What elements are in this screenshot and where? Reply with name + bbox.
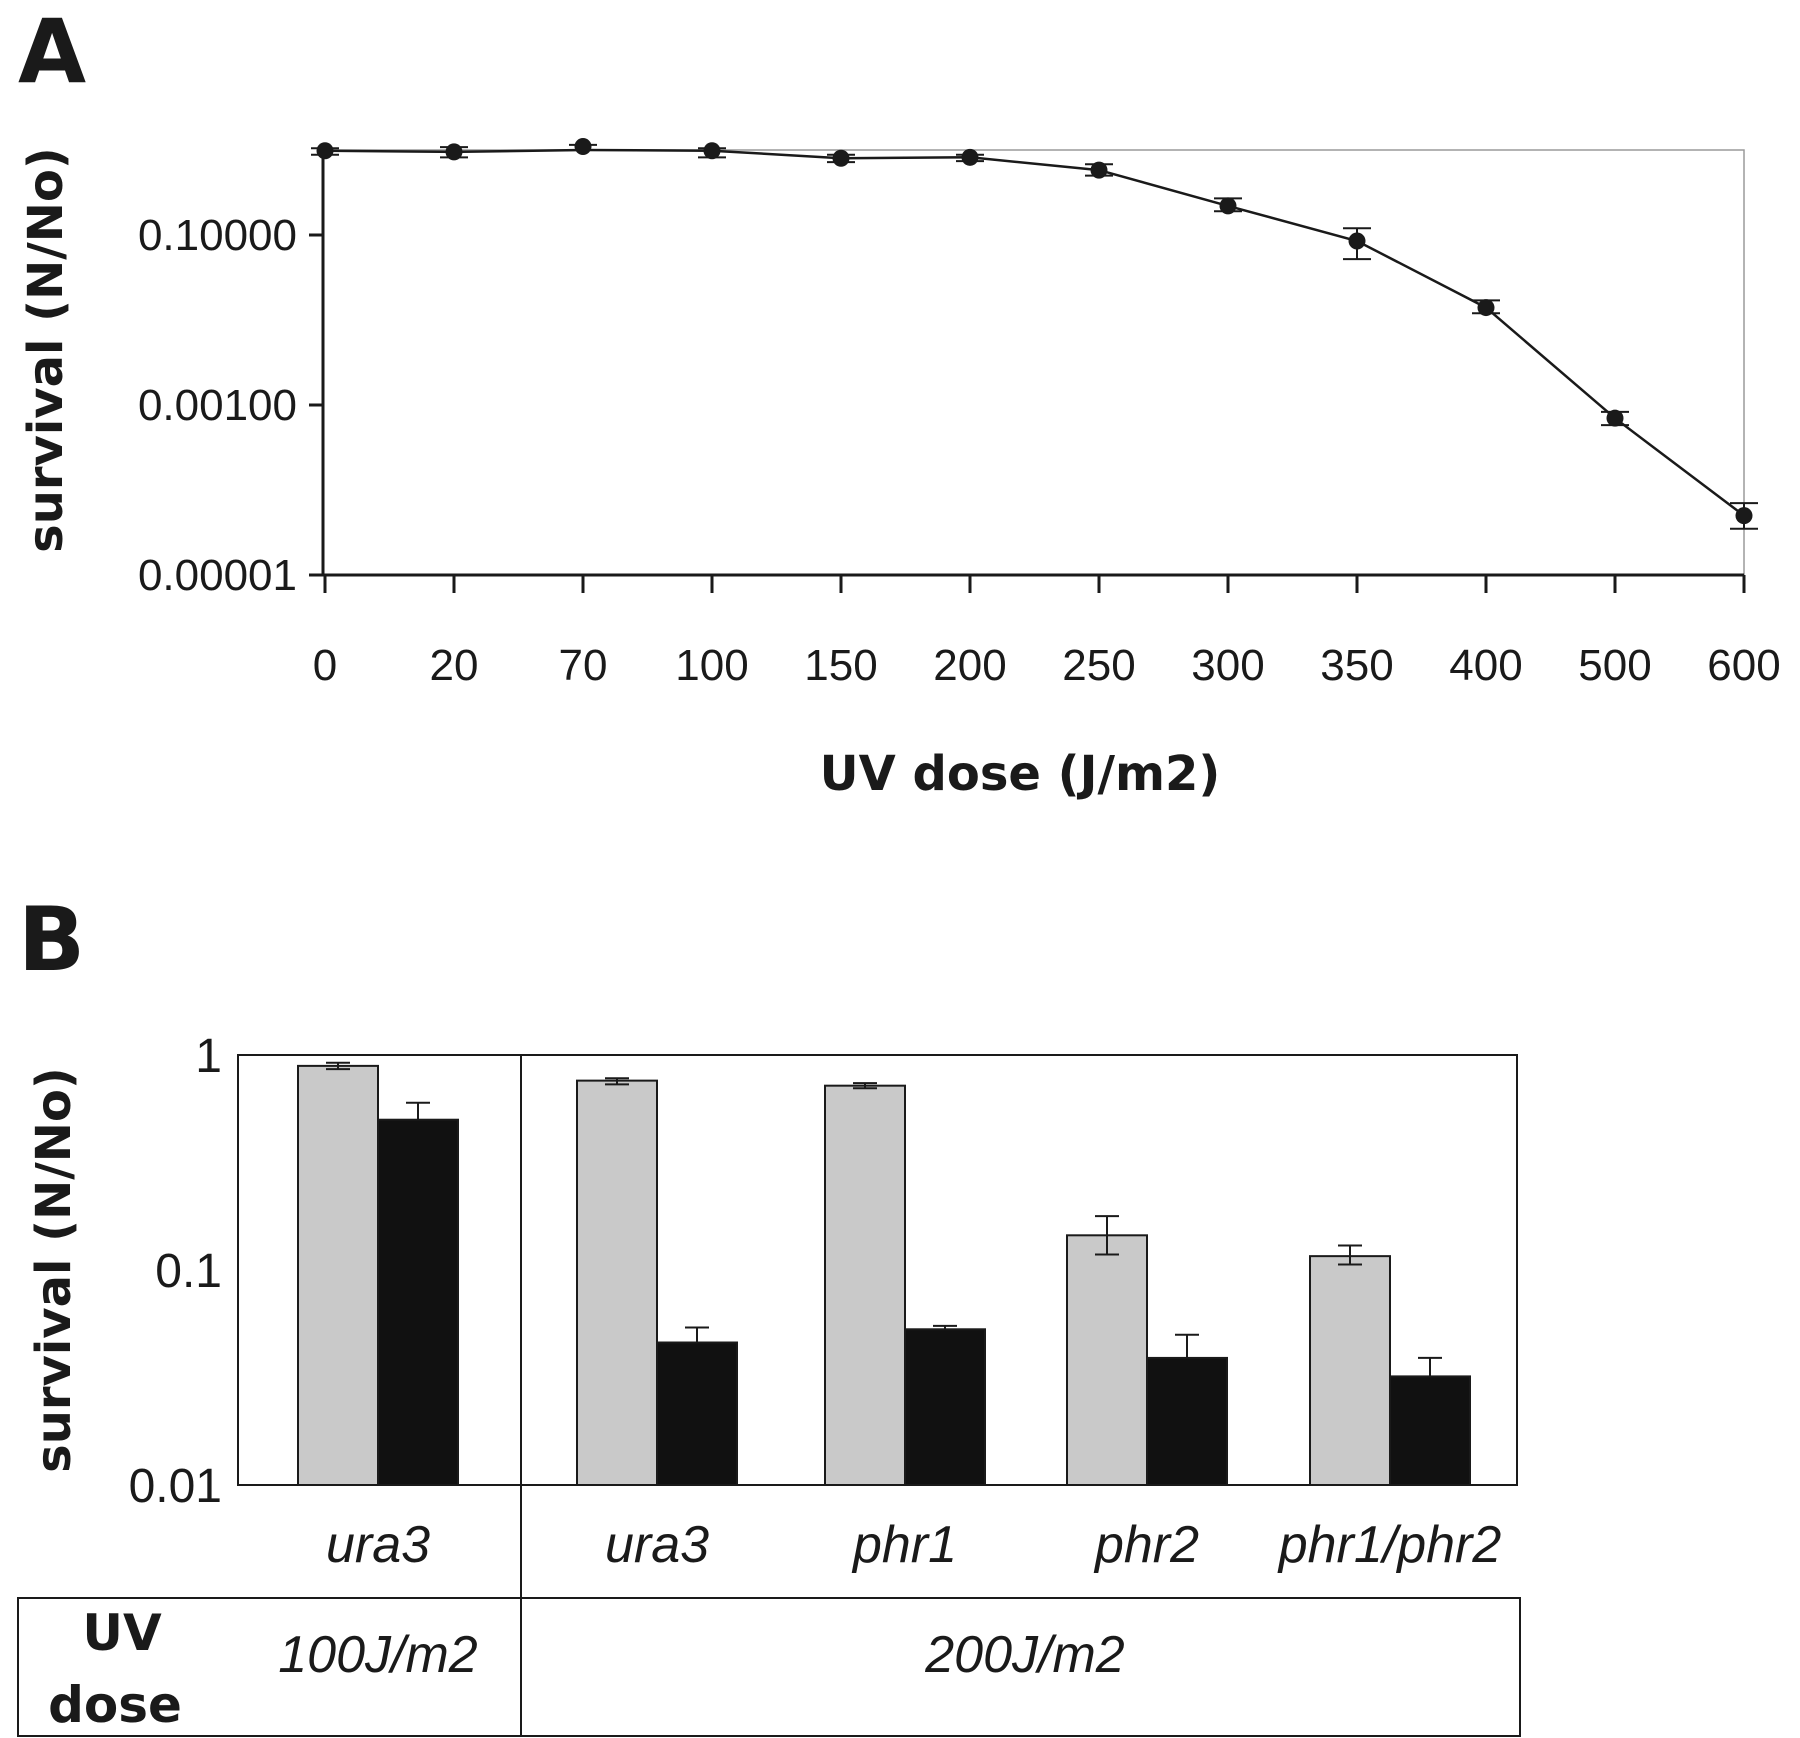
x-tick-label-a: 300: [1191, 641, 1264, 690]
data-point-a: [961, 148, 979, 166]
x-tick-label-a: 350: [1320, 641, 1393, 690]
category-label-b: phr1/phr2: [1277, 1516, 1502, 1574]
x-tick-label-a: 20: [430, 641, 479, 690]
x-tick-label-a: 70: [559, 641, 608, 690]
data-point-a: [1477, 299, 1495, 317]
category-label-b: ura3: [326, 1516, 430, 1574]
y-tick-label-b: 1: [195, 1030, 222, 1083]
panel-a-label: A: [18, 0, 86, 103]
x-tick-label-a: 500: [1578, 641, 1651, 690]
bar-dark: [1389, 1375, 1471, 1486]
x-tick-label-a: 250: [1062, 641, 1135, 690]
data-point-a: [445, 143, 463, 161]
y-tick-label-a: 0.00100: [138, 381, 297, 430]
data-point-a: [574, 137, 592, 155]
bar-dark: [656, 1341, 738, 1487]
data-point-a: [316, 142, 334, 160]
x-tick-label-a: 600: [1707, 641, 1780, 690]
bar-dark: [904, 1328, 986, 1486]
survival-bar-chart: 0.01 0.1 1 ura3 ura3 phr1 phr2 phr1/phr2 survi…: [17, 1030, 1521, 1737]
bar-dark: [1146, 1356, 1228, 1487]
x-axis-title-a: UV dose (J/m2): [820, 746, 1221, 802]
survival-curve-chart: 0.00001 0.00100 0.10000 0 20 70 100 150 200 250 3…: [18, 137, 1781, 802]
bar-light: [576, 1079, 658, 1487]
data-point-a: [1219, 197, 1237, 215]
category-label-b: ura3: [605, 1516, 709, 1574]
x-tick-label-a: 400: [1449, 641, 1522, 690]
data-point-a: [1090, 161, 1108, 179]
panel-b-label: B: [18, 888, 85, 991]
data-point-a: [1606, 409, 1624, 427]
x-tick-label-a: 200: [933, 641, 1006, 690]
y-tick-label-a: 0.00001: [138, 551, 297, 600]
bar-dark: [377, 1118, 459, 1486]
data-point-a: [1348, 232, 1366, 250]
bar-light: [1309, 1255, 1391, 1486]
dose-table: [17, 1597, 1521, 1737]
data-point-a: [832, 149, 850, 167]
dose-group-1: 100J/m2: [278, 1626, 478, 1684]
dose-row-label-line2: dose: [48, 1676, 182, 1734]
y-tick-label-a: 0.10000: [138, 211, 297, 260]
category-label-b: phr2: [1093, 1516, 1199, 1574]
bar-light: [824, 1084, 906, 1486]
dose-row-label-line1: UV: [82, 1604, 162, 1662]
bar-light: [1066, 1234, 1148, 1487]
y-tick-label-b: 0.1: [155, 1245, 222, 1298]
dose-group-2: 200J/m2: [924, 1626, 1125, 1684]
y-tick-label-b: 0.01: [129, 1460, 222, 1513]
x-tick-label-a: 150: [804, 641, 877, 690]
y-axis-title-b: survival (N/No): [26, 1067, 82, 1473]
y-axis-title-a: survival (N/No): [18, 147, 74, 553]
plot-frame-a: [322, 149, 1745, 576]
x-tick-label-a: 0: [313, 641, 337, 690]
data-point-a: [703, 142, 721, 160]
series-line-a: [324, 148, 1745, 517]
bar-light: [297, 1064, 379, 1486]
x-tick-label-a: 100: [675, 641, 748, 690]
data-point-a: [1735, 507, 1753, 525]
category-label-b: phr1: [851, 1516, 957, 1574]
